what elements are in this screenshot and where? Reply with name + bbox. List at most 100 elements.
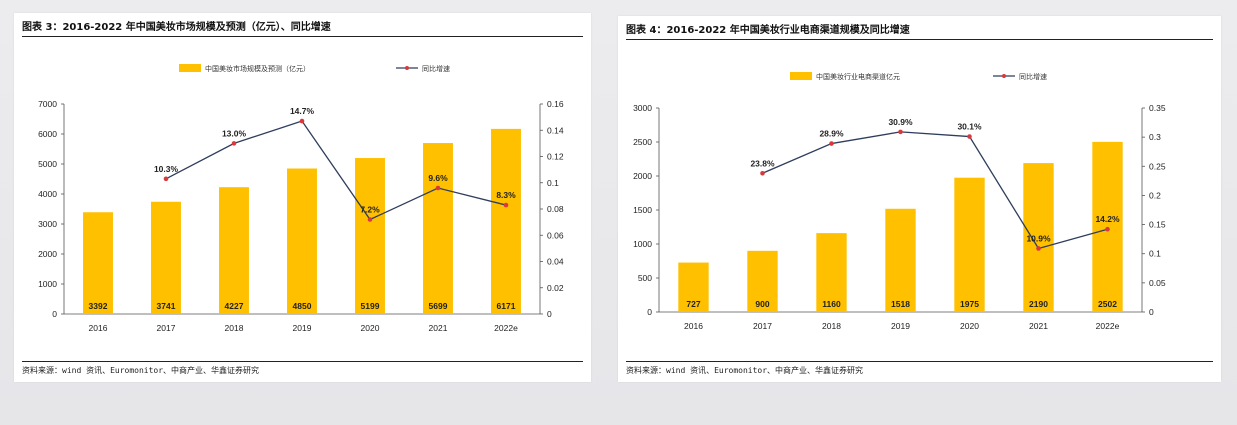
- x-tick-label: 2018: [822, 321, 841, 331]
- y-right-tick-label: 0.04: [547, 257, 564, 267]
- growth-value-label: 8.3%: [496, 190, 516, 200]
- growth-point: [1105, 226, 1110, 232]
- bar: [83, 212, 113, 314]
- growth-value-label: 14.7%: [290, 106, 315, 116]
- growth-value-label: 14.2%: [1095, 214, 1120, 224]
- bar: [678, 262, 709, 312]
- legend-line-marker: [405, 66, 409, 70]
- bar: [287, 168, 317, 314]
- chart-1: 中国美妆市场规模及预测（亿元） 同比增速 0 1000 2000 3000 4000 5000…: [38, 64, 564, 333]
- x-tick-label: 2019: [293, 323, 312, 333]
- legend-line-label: 同比增速: [1019, 72, 1047, 81]
- x-tick-label: 2022e: [1096, 321, 1120, 331]
- bar: [1092, 141, 1123, 312]
- x-tick-label: 2021: [1029, 321, 1048, 331]
- chart-2: 中国美妆行业电商渠道亿元 同比增速 0 500 1000 1500 2000 2500 3000…: [633, 72, 1166, 331]
- x-tick-label: 2020: [960, 321, 979, 331]
- bar-value-label: 5199: [361, 301, 380, 311]
- y-left-tick-label: 500: [638, 273, 652, 283]
- x-tick-label: 2019: [891, 321, 910, 331]
- y-right-tick-label: 0.08: [547, 204, 564, 214]
- y-left-tick-label: 2000: [633, 171, 652, 181]
- x-tick-label: 2017: [753, 321, 772, 331]
- x-tick-label: 2016: [89, 323, 108, 333]
- y-left-tick-label: 0: [647, 307, 652, 317]
- y-right-tick-label: 0.02: [547, 283, 564, 293]
- chart-panel-1: 图表 3：2016-2022 年中国美妆市场规模及预测（亿元）、同比增速 中国美…: [14, 13, 591, 382]
- y-right-tick-label: 0: [547, 309, 552, 319]
- bar: [747, 250, 778, 312]
- x-tick-label: 2021: [429, 323, 448, 333]
- chart-title: 图表 3：2016-2022 年中国美妆市场规模及预测（亿元）、同比增速: [22, 18, 583, 37]
- y-left-tick-label: 2000: [38, 249, 57, 259]
- bar-value-label: 4850: [293, 301, 312, 311]
- growth-point: [367, 217, 373, 222]
- bar-value-label: 1160: [822, 299, 841, 309]
- y-right-tick-label: 0.1: [547, 178, 559, 188]
- growth-point: [760, 170, 765, 176]
- growth-point: [898, 129, 903, 135]
- growth-value-label: 13.0%: [222, 128, 247, 138]
- growth-value-label: 23.8%: [750, 158, 775, 168]
- growth-value-label: 7.2%: [360, 205, 380, 215]
- growth-value-label: 9.6%: [428, 173, 448, 183]
- legend-line-marker: [1002, 74, 1006, 78]
- legend-bar-label: 中国美妆市场规模及预测（亿元）: [205, 64, 310, 73]
- y-left-tick-label: 4000: [38, 189, 57, 199]
- growth-value-label: 30.1%: [957, 122, 982, 132]
- y-left-tick-label: 3000: [633, 103, 652, 113]
- growth-point: [503, 202, 509, 208]
- growth-value-label: 10.9%: [1026, 233, 1051, 243]
- y-right-tick-label: 0.2: [1149, 190, 1161, 200]
- y-left-tick-label: 3000: [38, 219, 57, 229]
- y-right-tick-label: 0.14: [547, 125, 564, 135]
- y-left-tick-label: 7000: [38, 99, 57, 109]
- y-right-tick-label: 0.25: [1149, 161, 1166, 171]
- bar: [219, 187, 249, 314]
- x-tick-label: 2020: [361, 323, 380, 333]
- chart-source: 资料来源：wind 资讯、Euromonitor、中商产业、华鑫证券研究: [22, 361, 583, 376]
- y-left-tick-label: 2500: [633, 137, 652, 147]
- y-left-tick-label: 0: [52, 309, 57, 319]
- growth-line: [165, 120, 507, 221]
- growth-point: [829, 141, 834, 146]
- bar: [491, 128, 521, 314]
- growth-value-label: 30.9%: [888, 117, 913, 127]
- chart-source: 资料来源：wind 资讯、Euromonitor、中商产业、华鑫证券研究: [626, 361, 1213, 376]
- y-right-tick-label: 0.06: [547, 230, 564, 240]
- bar: [1023, 163, 1054, 312]
- growth-point: [967, 134, 972, 139]
- y-right-tick-label: 0.3: [1149, 132, 1161, 142]
- bar: [816, 233, 847, 312]
- bar-value-label: 6171: [497, 301, 516, 311]
- growth-point: [163, 176, 169, 182]
- bar-value-label: 1518: [891, 299, 910, 309]
- growth-point: [1036, 246, 1041, 251]
- growth-point: [299, 118, 305, 124]
- y-right-tick-label: 0.12: [547, 152, 564, 162]
- bar: [423, 143, 453, 314]
- y-left-tick-label: 1000: [633, 239, 652, 249]
- y-left-tick-label: 6000: [38, 129, 57, 139]
- bar-value-label: 1975: [960, 299, 979, 309]
- y-left-tick-label: 5000: [38, 159, 57, 169]
- bar-value-label: 3392: [89, 301, 108, 311]
- growth-point: [435, 185, 441, 191]
- legend-bar-label: 中国美妆行业电商渠道亿元: [816, 72, 900, 81]
- bar-value-label: 4227: [225, 301, 244, 311]
- x-tick-label: 2022e: [494, 323, 518, 333]
- y-right-tick-label: 0.15: [1149, 220, 1166, 230]
- bar-value-label: 2190: [1029, 299, 1048, 309]
- x-tick-label: 2016: [684, 321, 703, 331]
- bar: [885, 208, 916, 312]
- y-right-tick-label: 0.16: [547, 99, 564, 109]
- chart-title: 图表 4：2016-2022 年中国美妆行业电商渠道规模及同比增速: [626, 21, 1213, 40]
- y-left-tick-label: 1500: [633, 205, 652, 215]
- x-tick-label: 2018: [225, 323, 244, 333]
- chart-panel-2: 图表 4：2016-2022 年中国美妆行业电商渠道规模及同比增速 中国美妆行业…: [618, 16, 1221, 382]
- bar: [954, 177, 985, 312]
- bar-value-label: 727: [686, 299, 700, 309]
- growth-value-label: 28.9%: [819, 129, 844, 139]
- bar-value-label: 900: [755, 299, 769, 309]
- bar-value-label: 5699: [429, 301, 448, 311]
